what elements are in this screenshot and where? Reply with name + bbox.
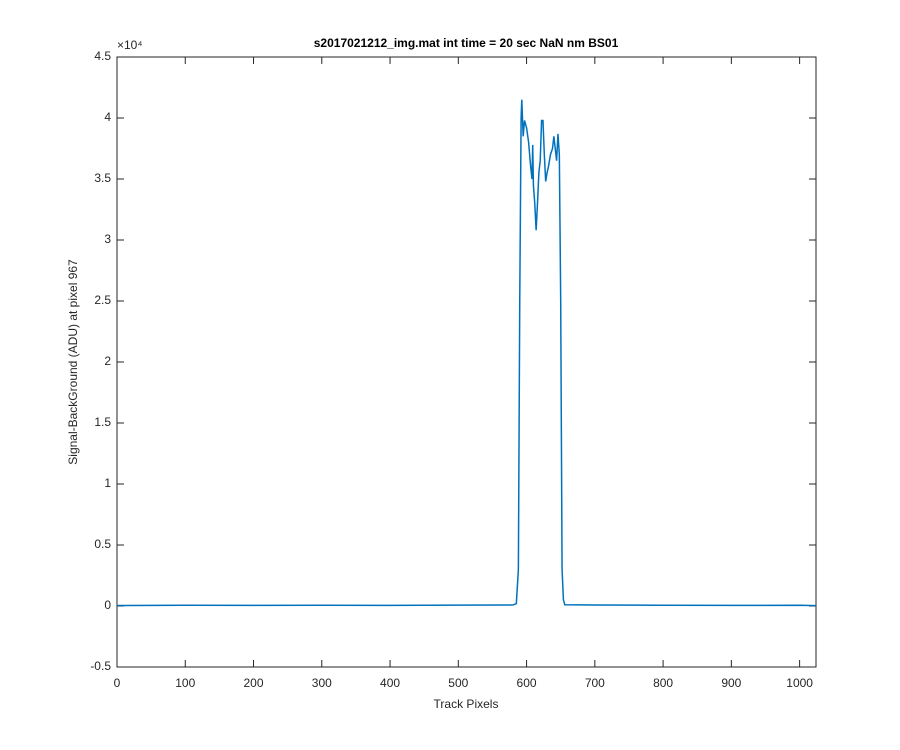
x-tick-label: 700 xyxy=(585,676,605,690)
x-tick-label: 1000 xyxy=(786,676,813,690)
y-multiplier: ×10⁴ xyxy=(117,38,143,52)
x-tick-label: 800 xyxy=(653,676,673,690)
y-tick-label: 4.5 xyxy=(94,49,111,63)
y-tick-label: 4 xyxy=(104,110,111,124)
y-tick-label: 3.5 xyxy=(94,171,111,185)
y-tick-label: -0.5 xyxy=(90,659,111,673)
y-tick-label: 3 xyxy=(104,232,111,246)
x-tick-label: 0 xyxy=(114,676,121,690)
x-tick-label: 400 xyxy=(380,676,400,690)
data-line xyxy=(116,99,817,607)
x-tick-label: 600 xyxy=(517,676,537,690)
x-tick-label: 200 xyxy=(244,676,264,690)
chart-title: s2017021212_img.mat int time = 20 sec Na… xyxy=(314,36,619,50)
x-tick-label: 500 xyxy=(448,676,468,690)
x-tick-label: 900 xyxy=(721,676,741,690)
x-axis-label: Track Pixels xyxy=(434,697,499,711)
y-tick-label: 1 xyxy=(104,476,111,490)
y-tick-label: 0.5 xyxy=(94,537,111,551)
plot-area xyxy=(116,56,817,668)
y-axis-label: Signal-BackGround (ADU) at pixel 967 xyxy=(66,259,80,465)
x-tick-label: 300 xyxy=(312,676,332,690)
y-tick-label: 1.5 xyxy=(94,415,111,429)
y-tick-label: 2 xyxy=(104,354,111,368)
x-tick-label: 100 xyxy=(175,676,195,690)
y-tick-label: 0 xyxy=(104,598,111,612)
y-tick-label: 2.5 xyxy=(94,293,111,307)
